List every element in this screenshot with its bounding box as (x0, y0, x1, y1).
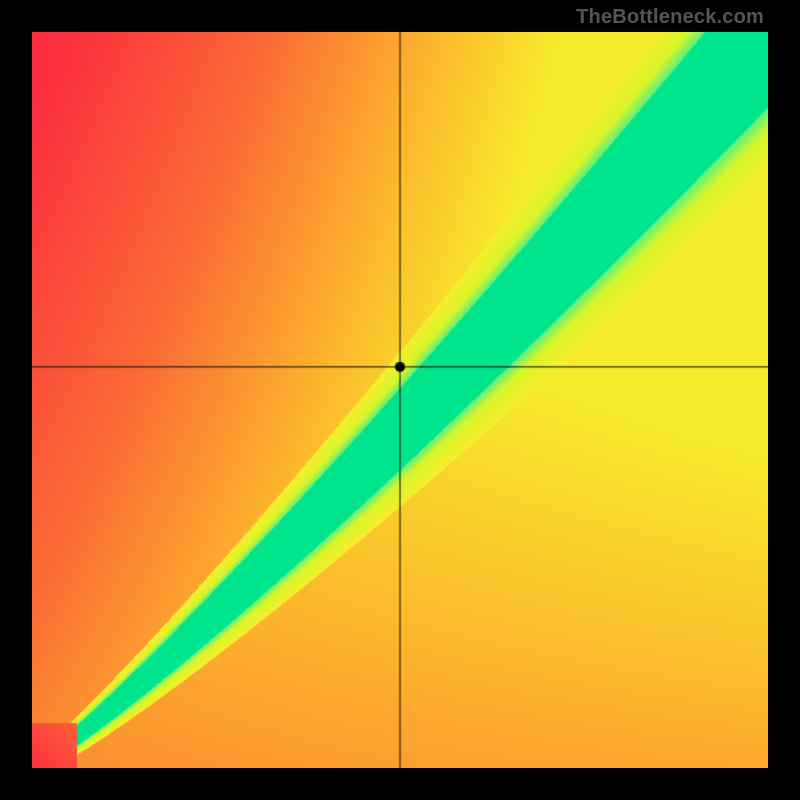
bottleneck-heatmap (32, 32, 768, 768)
chart-container: TheBottleneck.com (0, 0, 800, 800)
watermark-text: TheBottleneck.com (576, 6, 764, 29)
